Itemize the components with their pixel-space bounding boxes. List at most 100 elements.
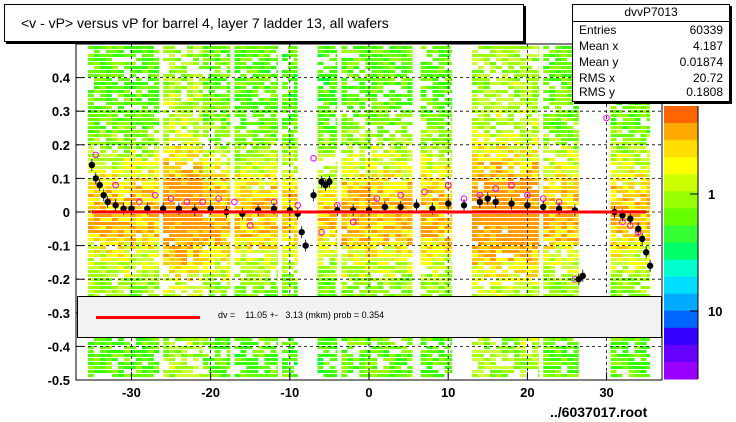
heatmap-cell <box>246 166 253 169</box>
heatmap-cell <box>561 66 568 69</box>
heatmap-cell <box>234 174 241 177</box>
heatmap-cell <box>270 254 277 257</box>
heatmap-cell <box>507 370 514 373</box>
heatmap-cell <box>525 250 532 253</box>
heatmap-cell <box>407 142 413 145</box>
heatmap-cell <box>258 230 265 233</box>
heatmap-cell <box>105 234 112 237</box>
heatmap-cell <box>175 354 182 357</box>
heatmap-cell <box>202 282 209 285</box>
heatmap-cell <box>293 226 298 229</box>
heatmap-cell <box>187 254 194 257</box>
heatmap-cell <box>341 234 348 237</box>
heatmap-cell <box>264 174 271 177</box>
heatmap-cell <box>317 198 324 201</box>
heatmap-cell <box>93 194 100 197</box>
heatmap-cell <box>438 126 445 129</box>
heatmap-cell <box>426 178 433 181</box>
heatmap-cell <box>214 82 221 85</box>
heatmap-cell <box>377 146 384 149</box>
heatmap-cell <box>371 58 378 61</box>
heatmap-cell <box>531 350 538 353</box>
heatmap-cell <box>147 246 154 249</box>
heatmap-cell <box>377 54 384 57</box>
heatmap-cell <box>525 166 532 169</box>
heatmap-cell <box>99 146 106 149</box>
heatmap-cell <box>401 86 408 89</box>
heatmap-cell <box>507 174 514 177</box>
heatmap-cell <box>426 262 433 265</box>
heatmap-cell <box>264 346 271 349</box>
heatmap-cell <box>99 254 106 257</box>
heatmap-cell <box>341 274 348 277</box>
heatmap-cell <box>555 46 562 49</box>
heatmap-cell <box>432 82 439 85</box>
heatmap-cell <box>123 342 130 345</box>
heatmap-cell <box>246 82 253 85</box>
heatmap-cell <box>483 254 490 257</box>
heatmap-cell <box>214 238 221 241</box>
heatmap-cell <box>187 122 194 125</box>
heatmap-cell <box>531 58 538 61</box>
heatmap-cell <box>234 130 241 133</box>
heatmap-cell <box>87 246 94 249</box>
heatmap-cell <box>389 266 396 269</box>
heatmap-cell <box>359 98 366 101</box>
heatmap-cell <box>477 174 484 177</box>
heatmap-cell <box>220 130 227 133</box>
heatmap-cell <box>353 194 360 197</box>
heatmap-cell <box>105 214 112 217</box>
heatmap-cell <box>549 114 556 117</box>
heatmap-cell <box>531 166 538 169</box>
heatmap-cell <box>531 46 538 49</box>
heatmap-cell <box>323 238 330 241</box>
heatmap-cell <box>147 186 154 189</box>
heatmap-cell <box>389 270 396 273</box>
heatmap-cell <box>147 274 154 277</box>
heatmap-cell <box>87 362 94 365</box>
heatmap-cell <box>246 214 253 217</box>
heatmap-cell <box>489 126 496 129</box>
heatmap-cell <box>335 230 338 233</box>
heatmap-cell <box>353 142 360 145</box>
heatmap-cell <box>234 214 241 217</box>
heatmap-cell <box>270 126 277 129</box>
heatmap-cell <box>240 358 247 361</box>
heatmap-cell <box>270 98 277 101</box>
heatmap-cell <box>234 70 241 73</box>
heatmap-cell <box>135 206 142 209</box>
heatmap-cell <box>169 186 176 189</box>
heatmap-cell <box>525 46 532 49</box>
heatmap-cell <box>129 214 136 217</box>
heatmap-cell <box>438 282 445 285</box>
heatmap-cell <box>489 202 496 205</box>
heatmap-cell <box>226 122 231 125</box>
heatmap-cell <box>483 90 490 93</box>
heatmap-cell <box>383 54 390 57</box>
heatmap-cell <box>383 366 390 369</box>
heatmap-cell <box>169 254 176 257</box>
heatmap-cell <box>531 222 538 225</box>
heatmap-cell <box>383 290 390 293</box>
heatmap-cell <box>214 282 221 285</box>
heatmap-cell <box>513 74 520 77</box>
heatmap-cell <box>519 74 526 77</box>
heatmap-cell <box>395 354 402 357</box>
heatmap-cell <box>169 218 176 221</box>
heatmap-cell <box>246 198 253 201</box>
heatmap-cell <box>264 110 271 113</box>
heatmap-cell <box>153 62 160 65</box>
heatmap-cell <box>153 286 160 289</box>
heatmap-cell <box>169 290 176 293</box>
heatmap-cell <box>371 366 378 369</box>
heatmap-cell <box>199 166 203 169</box>
heatmap-cell <box>234 106 241 109</box>
heatmap-cell <box>513 134 520 137</box>
heatmap-cell <box>401 78 408 81</box>
heatmap-cell <box>371 158 378 161</box>
heatmap-cell <box>395 214 402 217</box>
heatmap-cell <box>111 262 118 265</box>
heatmap-cell <box>202 230 209 233</box>
heatmap-cell <box>105 230 112 233</box>
heatmap-cell <box>276 338 278 341</box>
